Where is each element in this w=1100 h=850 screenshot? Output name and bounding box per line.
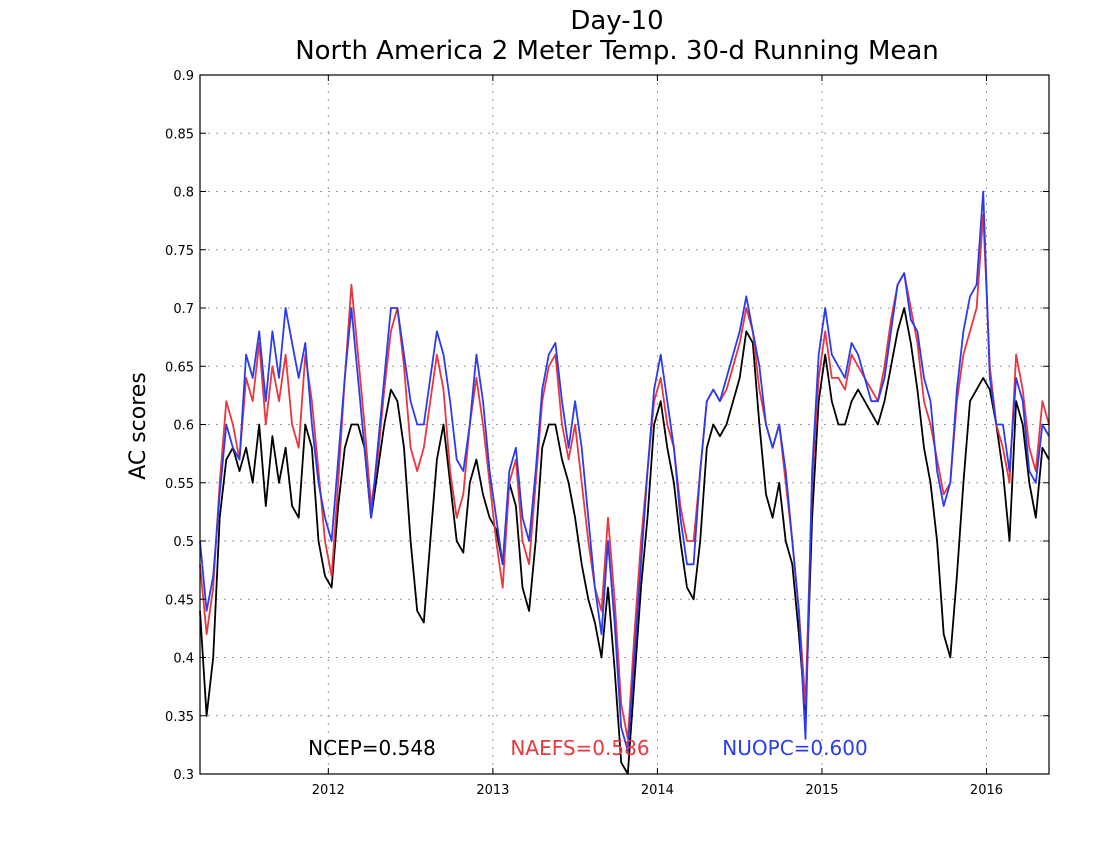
y-tick-label: 0.3: [173, 768, 194, 783]
chart-title: Day-10: [570, 6, 663, 36]
y-tick-label: 0.85: [165, 127, 194, 142]
y-tick-label: 0.45: [165, 593, 194, 608]
plot-frame: [199, 74, 1050, 775]
chart-subtitle: North America 2 Meter Temp. 30-d Running…: [295, 36, 939, 66]
y-tick-label: 0.4: [173, 652, 194, 667]
y-tick-label: 0.8: [173, 186, 194, 201]
x-tick-label: 2016: [970, 783, 1003, 798]
y-tick-label: 0.7: [173, 302, 194, 317]
legend-naefs: NAEFS=0.586: [510, 736, 649, 760]
series-line-ncep: [199, 307, 1050, 775]
x-tick-label: 2012: [312, 783, 345, 798]
y-tick-label: 0.75: [165, 244, 194, 259]
series-line-naefs: [199, 213, 1050, 740]
x-tick-label: 2013: [476, 783, 509, 798]
legend: NCEP=0.548 NAEFS=0.586 NUOPC=0.600: [308, 736, 868, 760]
y-axis-label: AC scores: [126, 372, 151, 480]
y-tick-label: 0.35: [165, 710, 194, 725]
y-tick-label: 0.9: [173, 69, 194, 84]
series-line-nuopc: [199, 190, 1050, 752]
legend-nuopc: NUOPC=0.600: [722, 736, 867, 760]
x-tick-label: 2014: [641, 783, 674, 798]
legend-ncep: NCEP=0.548: [308, 736, 436, 760]
y-tick-label: 0.55: [165, 477, 194, 492]
axes: 0.3 0.35 0.4 0.45 0.5 0.55 0.6 0.65 0.7 0.75 0.8 0.…: [165, 69, 1049, 798]
series-lines: [199, 190, 1050, 775]
y-tick-label: 0.6: [173, 419, 194, 434]
y-tick-label: 0.5: [173, 535, 194, 550]
grid-lines: [200, 75, 1049, 774]
x-tick-label: 2015: [805, 783, 838, 798]
y-tick-label: 0.65: [165, 360, 194, 375]
